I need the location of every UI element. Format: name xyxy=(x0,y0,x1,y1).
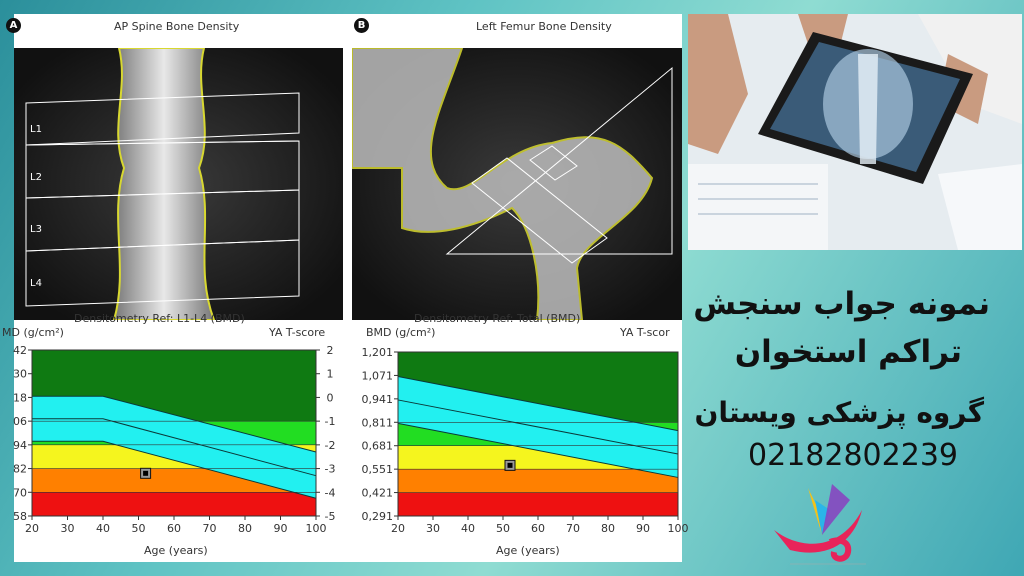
bmd-charts: 20 30 40 50 60 70 80 90 100 42 30 18 06 94 82 70 58 2 1 0 -1… xyxy=(13,344,689,535)
y-tick-label: 1,071 xyxy=(362,369,394,382)
y-tick-label: 0,681 xyxy=(362,440,394,453)
y-right-tick-label: -4 xyxy=(325,486,336,499)
promo-title-line1: نمونه جواب سنجش xyxy=(693,286,990,322)
x-tick-label: 70 xyxy=(203,522,217,535)
risk-band xyxy=(32,492,316,516)
y-tick-label: 94 xyxy=(13,439,27,452)
vertebra-label: L2 xyxy=(30,172,42,183)
y-right-tick-label: 0 xyxy=(327,391,334,404)
y-right-tick-label: -1 xyxy=(325,415,336,428)
y-tick-label: 18 xyxy=(13,391,27,404)
x-tick-label: 50 xyxy=(496,522,510,535)
chart-1-title: Densitometry Ref: L1-L4 (BMD) xyxy=(74,312,245,325)
promo-title-line2: تراکم استخوان xyxy=(734,334,962,370)
y-right-tick-label: -5 xyxy=(325,510,336,523)
y-tick-label: 30 xyxy=(13,368,27,381)
y-tick-label: 1,201 xyxy=(362,346,394,359)
femur-xray xyxy=(352,48,682,320)
scan-a-badge: A xyxy=(6,18,21,33)
x-tick-label: 20 xyxy=(391,522,405,535)
spine-xray: L1 L2 L3 L4 xyxy=(14,48,343,320)
risk-band xyxy=(398,469,678,493)
x-tick-label: 40 xyxy=(96,522,110,535)
vistan-logo xyxy=(774,484,866,565)
vertebra-label: L4 xyxy=(30,278,42,289)
chart-2-ylabel-right: YA T-scor xyxy=(620,326,670,339)
x-tick-label: 90 xyxy=(636,522,650,535)
femur-scan-title: Left Femur Bone Density xyxy=(476,20,612,33)
vertebra-label: L1 xyxy=(30,124,42,135)
x-tick-label: 70 xyxy=(566,522,580,535)
chart-2-xlabel: Age (years) xyxy=(496,544,560,557)
chart-1-ylabel: MD (g/cm²) xyxy=(2,326,64,339)
y-tick-label: 0,291 xyxy=(362,510,394,523)
spine-scan-image: L1 L2 L3 L4 xyxy=(14,48,343,320)
y-right-tick-label: -2 xyxy=(325,439,336,452)
x-tick-label: 90 xyxy=(274,522,288,535)
tablet-xray-photo xyxy=(688,14,1022,250)
y-tick-label: 70 xyxy=(13,486,27,499)
x-tick-label: 30 xyxy=(426,522,440,535)
reference-range-band xyxy=(32,396,316,499)
reference-line-upper xyxy=(397,376,679,432)
reference-line-upper xyxy=(32,395,317,453)
x-tick-label: 100 xyxy=(306,522,327,535)
y-right-tick-label: 1 xyxy=(327,368,334,381)
femur-scan-image xyxy=(352,48,682,320)
y-tick-label: 82 xyxy=(13,463,27,476)
chart-2-title: Densitometry Ref: Total (BMD) xyxy=(414,312,581,325)
patient-marker-dot xyxy=(507,462,513,468)
y-tick-label: 58 xyxy=(13,510,27,523)
photo-illustration xyxy=(688,14,1022,250)
x-tick-label: 50 xyxy=(132,522,146,535)
y-tick-label: 42 xyxy=(13,344,27,357)
x-tick-label: 20 xyxy=(25,522,39,535)
chart-1-ylabel-right: YA T-score xyxy=(269,326,326,339)
reference-line-middle xyxy=(397,399,679,455)
x-tick-label: 60 xyxy=(531,522,545,535)
x-tick-label: 80 xyxy=(601,522,615,535)
reference-line-middle xyxy=(32,418,317,477)
y-tick-label: 0,941 xyxy=(362,393,394,406)
report-panel: A AP Spine Bone Density L1 L2 L3 L4 B Le… xyxy=(2,14,689,562)
chart-1-xlabel: Age (years) xyxy=(144,544,208,557)
x-tick-label: 100 xyxy=(668,522,689,535)
promo-group-name: گروه پزشکی ویستان xyxy=(694,396,984,429)
spine-scan-title: AP Spine Bone Density xyxy=(114,20,240,33)
x-tick-label: 30 xyxy=(61,522,75,535)
x-tick-label: 40 xyxy=(461,522,475,535)
patient-marker-dot xyxy=(143,470,149,476)
x-tick-label: 60 xyxy=(167,522,181,535)
vertebra-label: L3 xyxy=(30,224,42,235)
x-tick-label: 80 xyxy=(238,522,252,535)
y-tick-label: 0,551 xyxy=(362,463,394,476)
y-tick-label: 06 xyxy=(13,415,27,428)
y-right-tick-label: -3 xyxy=(325,463,336,476)
reference-line-lower xyxy=(397,422,679,478)
y-tick-label: 0,421 xyxy=(362,487,394,500)
promo-phone: 02182802239 xyxy=(748,438,958,473)
risk-band xyxy=(398,492,678,516)
reference-line-lower xyxy=(32,440,317,499)
scan-b-badge: B xyxy=(354,18,369,33)
y-right-tick-label: 2 xyxy=(327,344,334,357)
chart-2-ylabel: BMD (g/cm²) xyxy=(366,326,436,339)
y-tick-label: 0,811 xyxy=(362,416,394,429)
